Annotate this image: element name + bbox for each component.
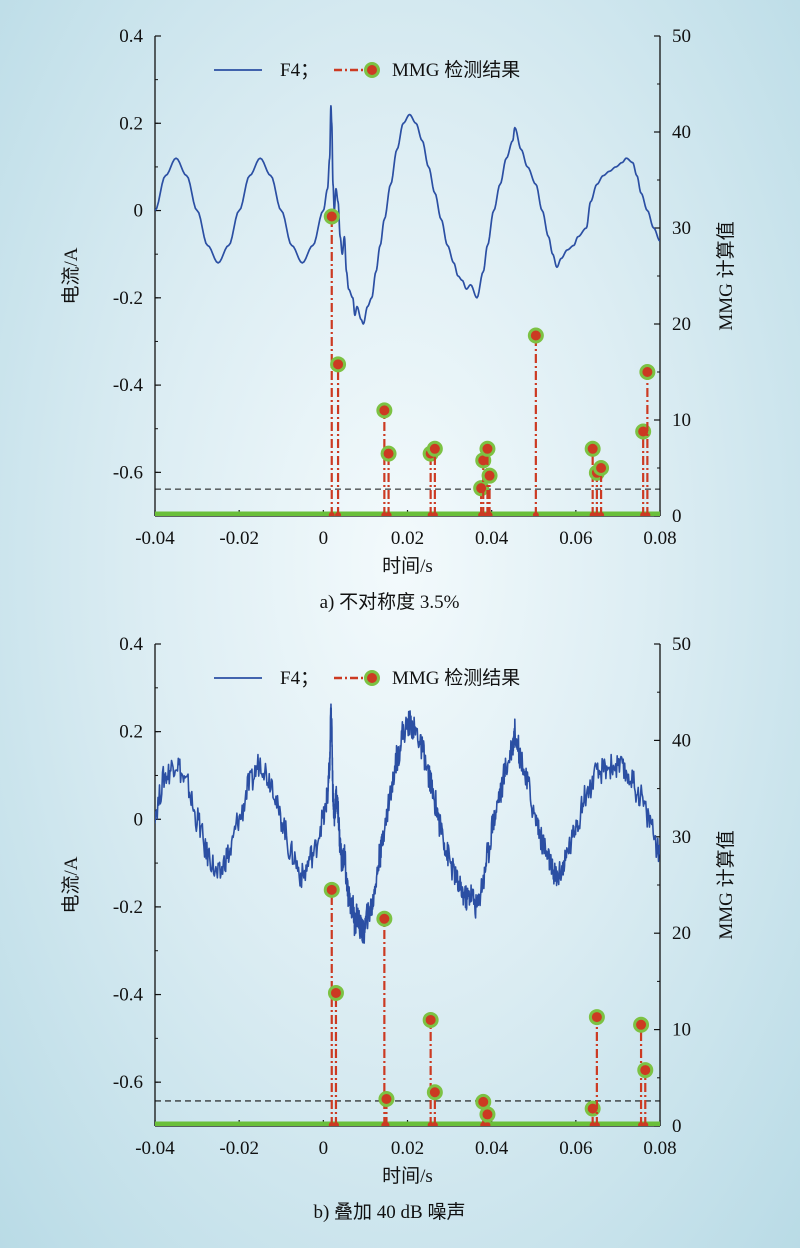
legend: F4； MMG 检测结果	[214, 667, 520, 689]
x-tick-label: 0	[319, 528, 329, 549]
y-axis-title-left: 电流/A	[60, 856, 82, 913]
y-axis-title-right: MMG 计算值	[715, 221, 737, 330]
mmg-stem-base-marker	[642, 1122, 649, 1126]
y-left-tick-label: 0.4	[119, 634, 143, 655]
x-tick-label: 0.02	[391, 1138, 424, 1159]
mmg-stem-base-marker	[431, 512, 438, 516]
legend-stem-label: MMG 检测结果	[392, 59, 520, 81]
mmg-stem-base-marker	[431, 1122, 438, 1126]
legend-line-label: F4；	[280, 668, 319, 689]
y-right-tick-label: 20	[672, 314, 691, 335]
plot-area	[155, 703, 660, 1126]
mmg-stem-marker	[380, 445, 397, 462]
mmg-stem-marker	[584, 440, 601, 457]
mmg-stem-marker	[479, 1106, 496, 1123]
plot-area	[155, 104, 660, 516]
legend-stem-label: MMG 检测结果	[392, 667, 520, 689]
x-axis-title: 时间/s	[382, 1165, 433, 1187]
x-tick-label: -0.04	[135, 528, 175, 549]
y-left-tick-label: 0	[134, 809, 144, 830]
y-axis-title-left: 电流/A	[60, 247, 82, 304]
y-left-tick-label: -0.6	[113, 1072, 143, 1093]
mmg-stem-base-marker	[332, 1122, 339, 1126]
mmg-stem-marker	[426, 1084, 443, 1101]
x-tick-label: 0.08	[643, 1138, 676, 1159]
x-tick-label: 0.04	[475, 528, 509, 549]
mmg-stem-base-marker	[335, 512, 342, 516]
y-left-tick-label: 0.4	[119, 26, 143, 47]
panel-caption: a) 不对称度 3.5%	[320, 591, 460, 613]
chart-panel-b: -0.04 -0.02 0 0.02 0.04 0.06 0.08 0.4 0.2 0 -0.2 -0…	[60, 634, 737, 1223]
y-right-tick-label: 50	[672, 26, 691, 47]
y-left-tick-label: 0.2	[119, 722, 143, 743]
mmg-stem-base-marker	[385, 512, 392, 516]
mmg-stem-marker	[633, 1016, 650, 1033]
y-left-tick-label: -0.2	[113, 288, 143, 309]
legend-line-label: F4；	[280, 60, 319, 81]
mmg-stem-marker	[479, 440, 496, 457]
y-right-tick-label: 50	[672, 634, 691, 655]
x-axis-title: 时间/s	[382, 555, 433, 577]
mmg-stem-marker	[376, 910, 393, 927]
mmg-stem-marker	[481, 467, 498, 484]
mmg-stem-marker	[637, 1062, 654, 1079]
y-right-tick-label: 20	[672, 923, 691, 944]
x-tick-label: -0.02	[219, 528, 259, 549]
mmg-stem-marker	[330, 356, 347, 373]
y-right-tick-label: 40	[672, 730, 691, 751]
mmg-stem-marker	[376, 402, 393, 419]
mmg-stem-marker	[323, 208, 340, 225]
legend-stem-marker	[364, 670, 380, 686]
x-tick-label: 0.08	[643, 528, 676, 549]
mmg-stem-base-marker	[484, 1122, 491, 1126]
mmg-stem-marker	[473, 480, 490, 497]
y-right-tick-label: 30	[672, 827, 691, 848]
y-right-tick-label: 0	[672, 506, 682, 527]
x-tick-label: 0.04	[475, 1138, 509, 1159]
y-left-tick-label: 0	[134, 201, 144, 222]
mmg-stem-base-marker	[598, 512, 605, 516]
y-right-tick-label: 30	[672, 218, 691, 239]
y-left-tick-label: -0.6	[113, 462, 143, 483]
current-series-line	[155, 703, 660, 944]
current-series-line	[155, 104, 660, 325]
x-tick-label: -0.02	[219, 1138, 259, 1159]
y-right-tick-label: 40	[672, 122, 691, 143]
x-tick-label: 0.06	[559, 1138, 592, 1159]
mmg-stem-marker	[593, 460, 610, 476]
y-right-tick-label: 10	[672, 410, 691, 431]
y-right-tick-label: 0	[672, 1116, 682, 1137]
legend-stem-marker	[364, 62, 380, 78]
chart-panel-a: -0.04 -0.02 0 0.02 0.04 0.06 0.08 0.4 0.2 0 -0.2 -0…	[60, 26, 737, 613]
mmg-stem-marker	[378, 1091, 395, 1108]
mmg-stem-base-marker	[383, 1122, 390, 1126]
y-axis-title-right: MMG 计算值	[715, 830, 737, 939]
y-right-tick-label: 10	[672, 1020, 691, 1041]
mmg-stem-marker	[422, 1011, 439, 1028]
mmg-stem-marker	[527, 327, 544, 344]
mmg-stem-base-marker	[593, 1122, 600, 1126]
mmg-stem-marker	[323, 881, 340, 898]
y-left-tick-label: -0.2	[113, 897, 143, 918]
mmg-stem-base-marker	[644, 512, 651, 516]
y-left-tick-label: 0.2	[119, 113, 143, 134]
x-tick-label: 0.02	[391, 528, 424, 549]
mmg-stem-base-marker	[328, 512, 335, 516]
mmg-stem-marker	[327, 984, 344, 1001]
mmg-stem-marker	[588, 1009, 605, 1026]
x-tick-label: -0.04	[135, 1138, 175, 1159]
x-tick-label: 0	[319, 1138, 329, 1159]
mmg-stem-marker	[639, 364, 656, 380]
mmg-stem-base-marker	[532, 512, 539, 516]
mmg-stem-marker	[426, 440, 443, 457]
x-tick-label: 0.06	[559, 528, 592, 549]
y-left-tick-label: -0.4	[113, 375, 144, 396]
y-left-tick-label: -0.4	[113, 985, 144, 1006]
legend: F4； MMG 检测结果	[214, 59, 520, 81]
panel-caption: b) 叠加 40 dB 噪声	[313, 1201, 465, 1223]
mmg-stem-base-marker	[486, 512, 493, 516]
